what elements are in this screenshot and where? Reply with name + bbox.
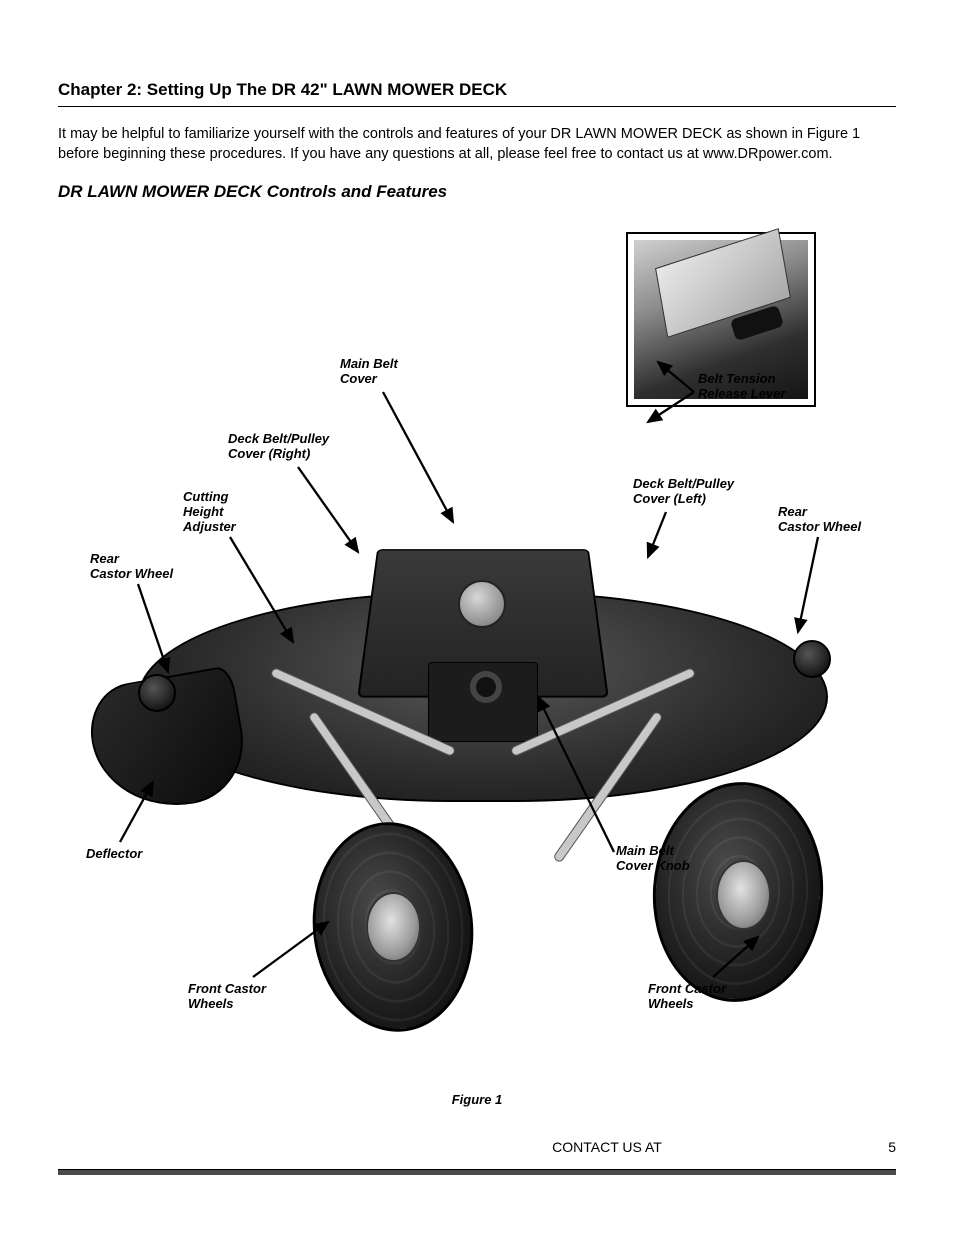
callout-main-belt-cover: Main BeltCover bbox=[340, 357, 398, 387]
page-footer: CONTACT US AT 5 bbox=[58, 1139, 896, 1155]
callout-cutting-height-adjuster: CuttingHeightAdjuster bbox=[183, 490, 236, 535]
callout-rear-castor-wheel-right: RearCastor Wheel bbox=[778, 505, 861, 535]
section-heading: DR LAWN MOWER DECK Controls and Features bbox=[58, 182, 896, 202]
callout-belt-tension-release-lever: Belt TensionRelease Lever bbox=[698, 372, 785, 402]
figure-caption: Figure 1 bbox=[58, 1092, 896, 1107]
intro-paragraph: It may be helpful to familiarize yoursel… bbox=[58, 125, 896, 164]
page-number: 5 bbox=[856, 1139, 896, 1155]
mower-illustration bbox=[98, 482, 868, 1042]
callout-deck-belt-pulley-cover-right: Deck Belt/PulleyCover (Right) bbox=[228, 432, 329, 462]
callout-deflector: Deflector bbox=[86, 847, 142, 862]
callout-deck-belt-pulley-cover-left: Deck Belt/PulleyCover (Left) bbox=[633, 477, 734, 507]
chapter-title: Chapter 2: Setting Up The DR 42" LAWN MO… bbox=[58, 80, 896, 107]
callout-front-castor-wheels-right: Front CastorWheels bbox=[648, 982, 726, 1012]
footer-rule bbox=[58, 1169, 896, 1175]
callout-rear-castor-wheel-left: RearCastor Wheel bbox=[90, 552, 173, 582]
callout-main-belt-cover-knob: Main BeltCover Knob bbox=[616, 844, 690, 874]
callout-front-castor-wheels-left: Front CastorWheels bbox=[188, 982, 266, 1012]
footer-contact: CONTACT US AT bbox=[58, 1139, 856, 1155]
figure-1-diagram: Main BeltCover Belt TensionRelease Lever… bbox=[58, 222, 896, 1092]
